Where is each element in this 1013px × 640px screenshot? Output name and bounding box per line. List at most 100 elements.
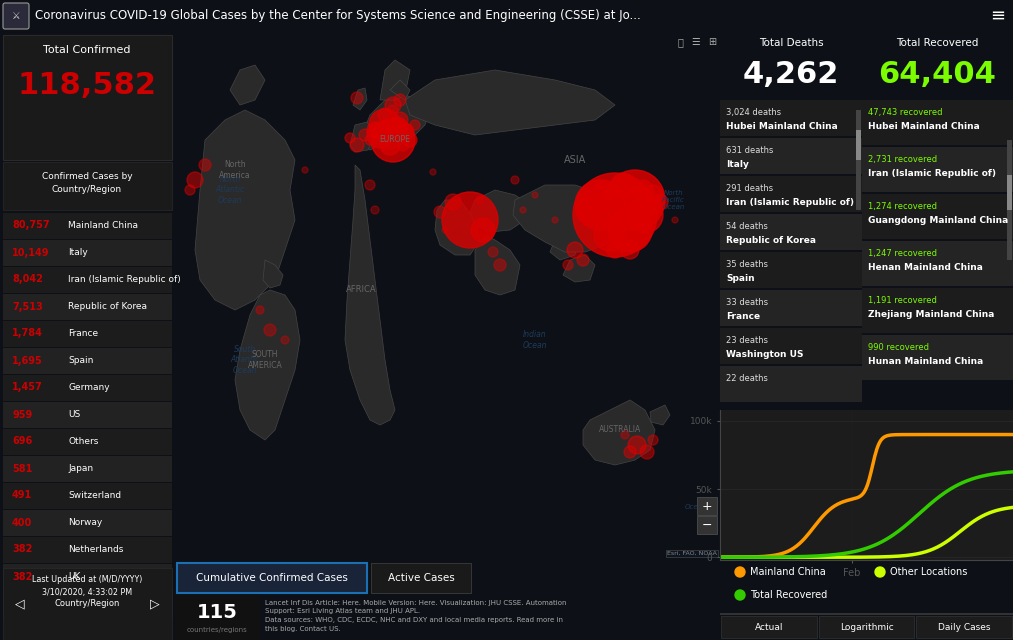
Text: 1,457: 1,457 <box>12 383 43 392</box>
Text: Esri, FAO, NOAA: Esri, FAO, NOAA <box>668 551 717 556</box>
Circle shape <box>345 133 355 143</box>
Bar <box>856 130 861 160</box>
Text: 1,784: 1,784 <box>12 328 43 339</box>
Text: 1,274 recovered: 1,274 recovered <box>868 202 937 211</box>
Circle shape <box>281 336 289 344</box>
Bar <box>3 240 172 266</box>
Text: Logarithmic: Logarithmic <box>840 623 893 632</box>
Bar <box>3 213 172 239</box>
Text: Italy: Italy <box>726 160 749 169</box>
Bar <box>3 162 172 210</box>
Circle shape <box>633 180 653 200</box>
Polygon shape <box>435 200 480 255</box>
Circle shape <box>511 176 519 184</box>
Text: Henan Mainland China: Henan Mainland China <box>868 263 983 272</box>
Circle shape <box>430 169 436 175</box>
Polygon shape <box>194 110 295 310</box>
Bar <box>3 568 172 640</box>
Bar <box>862 194 1013 239</box>
Text: Switzerland: Switzerland <box>68 491 122 500</box>
Text: Cumulative Confirmed Cases: Cumulative Confirmed Cases <box>197 573 347 583</box>
Bar <box>3 35 172 160</box>
Text: Republic of Korea: Republic of Korea <box>68 302 147 311</box>
Text: EUROPE: EUROPE <box>380 136 410 145</box>
Bar <box>862 100 1013 145</box>
Text: Indian
Ocean: Indian Ocean <box>523 330 547 349</box>
Bar <box>917 616 1012 638</box>
Bar <box>819 616 915 638</box>
Bar <box>3 483 172 509</box>
Text: 696: 696 <box>12 436 32 447</box>
Text: Total Deaths: Total Deaths <box>759 38 824 48</box>
Text: Germany: Germany <box>68 383 109 392</box>
Circle shape <box>735 590 745 600</box>
Circle shape <box>623 186 651 214</box>
Text: 118,582: 118,582 <box>17 70 156 99</box>
Bar <box>175 595 260 640</box>
Bar <box>3 456 172 482</box>
Polygon shape <box>350 122 375 152</box>
Text: 581: 581 <box>12 463 32 474</box>
Text: Iran (Islamic Republic of): Iran (Islamic Republic of) <box>868 169 996 178</box>
Text: AFRICA: AFRICA <box>345 285 376 294</box>
Circle shape <box>532 192 538 198</box>
Text: Spain: Spain <box>726 274 755 283</box>
Circle shape <box>392 112 408 128</box>
Text: Hubei Mainland China: Hubei Mainland China <box>726 122 838 131</box>
Text: Total Recovered: Total Recovered <box>750 590 828 600</box>
Polygon shape <box>405 70 615 135</box>
Circle shape <box>611 173 635 197</box>
Circle shape <box>365 180 375 190</box>
Bar <box>3 402 172 428</box>
Bar <box>720 290 862 326</box>
Text: Netherlands: Netherlands <box>68 545 124 554</box>
Circle shape <box>575 180 625 230</box>
Text: France: France <box>726 312 760 321</box>
Circle shape <box>396 123 414 141</box>
Circle shape <box>371 118 415 162</box>
Text: 291 deaths: 291 deaths <box>726 184 773 193</box>
Text: Confirmed Cases by
Country/Region: Confirmed Cases by Country/Region <box>42 172 133 193</box>
Polygon shape <box>263 260 283 288</box>
Bar <box>697 497 717 515</box>
Circle shape <box>646 196 664 214</box>
Circle shape <box>394 94 406 106</box>
Text: 4,262: 4,262 <box>743 60 839 89</box>
Text: ⚔: ⚔ <box>11 11 20 21</box>
Circle shape <box>607 242 623 258</box>
Bar <box>177 563 367 593</box>
Circle shape <box>621 241 639 259</box>
Text: North
America: North America <box>219 160 251 180</box>
Text: 7,513: 7,513 <box>12 301 43 312</box>
Text: AUSTRALIA: AUSTRALIA <box>599 426 641 435</box>
Bar <box>720 176 862 212</box>
Text: 959: 959 <box>12 410 32 419</box>
Polygon shape <box>345 165 395 425</box>
Text: 33 deaths: 33 deaths <box>726 298 768 307</box>
Circle shape <box>442 192 498 248</box>
Circle shape <box>185 185 194 195</box>
Circle shape <box>648 435 658 445</box>
Polygon shape <box>380 60 410 100</box>
Text: Washington US: Washington US <box>726 350 803 359</box>
Bar <box>720 100 862 136</box>
Bar <box>3 564 172 590</box>
Circle shape <box>552 217 558 223</box>
Circle shape <box>442 227 448 233</box>
Text: +: + <box>702 499 712 513</box>
Bar <box>3 267 172 293</box>
Text: 2,731 recovered: 2,731 recovered <box>868 155 937 164</box>
Circle shape <box>627 197 663 233</box>
Text: 47,743 recovered: 47,743 recovered <box>868 108 942 117</box>
Bar <box>697 516 717 534</box>
Text: 1,695: 1,695 <box>12 355 43 365</box>
Bar <box>862 335 1013 380</box>
Circle shape <box>367 122 383 138</box>
Circle shape <box>567 242 583 258</box>
Bar <box>3 429 172 455</box>
Text: Norway: Norway <box>68 518 102 527</box>
Circle shape <box>672 217 678 223</box>
Circle shape <box>471 218 495 242</box>
Text: ▷: ▷ <box>150 597 160 610</box>
Bar <box>862 288 1013 333</box>
